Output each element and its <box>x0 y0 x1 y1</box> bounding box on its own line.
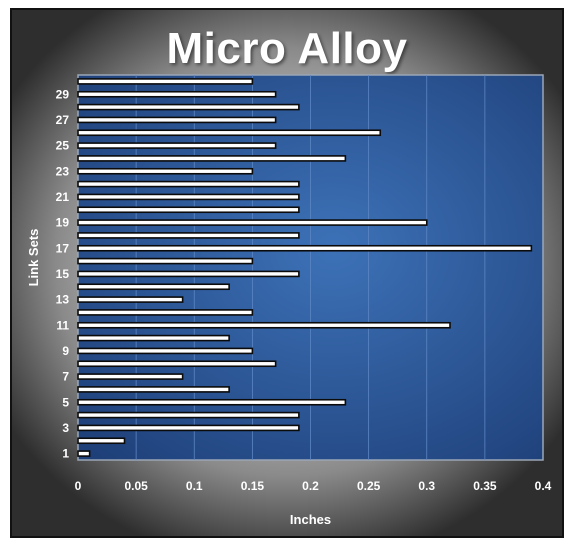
y-tick-label: 21 <box>56 190 70 204</box>
y-tick-label: 15 <box>56 267 70 281</box>
bar-link-set-28 <box>77 103 300 111</box>
y-tick-label: 3 <box>62 421 69 435</box>
bar-link-set-22 <box>77 180 300 188</box>
x-tick-label: 0.4 <box>535 479 552 493</box>
bar-link-set-24 <box>77 155 347 162</box>
bar-link-set-21 <box>77 193 300 201</box>
y-tick-label: 27 <box>56 113 70 127</box>
bar-link-set-15 <box>77 270 300 278</box>
x-tick-label: 0.25 <box>357 479 381 493</box>
bar-link-set-5 <box>77 398 347 406</box>
bar-link-set-1 <box>77 450 91 457</box>
x-tick-label: 0.05 <box>124 479 148 493</box>
y-axis-label: Link Sets <box>26 229 41 287</box>
bar-link-set-9 <box>77 347 254 355</box>
y-tick-label: 13 <box>56 293 70 307</box>
bar-link-set-23 <box>77 167 254 175</box>
bar-link-set-18 <box>77 232 300 239</box>
bar-link-set-4 <box>77 411 300 419</box>
x-tick-label: 0.3 <box>418 479 435 493</box>
x-tick-label: 0 <box>75 479 82 493</box>
bar-link-set-17 <box>77 244 533 252</box>
bar-link-set-11 <box>77 321 451 329</box>
y-tick-label: 17 <box>56 241 70 255</box>
bar-link-set-14 <box>77 283 230 291</box>
gridlines <box>135 75 486 460</box>
bar-link-set-20 <box>77 206 300 214</box>
x-tick-label: 0.35 <box>473 479 497 493</box>
bar-link-set-7 <box>77 373 184 380</box>
y-tick-label: 7 <box>62 370 69 384</box>
bar-link-set-6 <box>77 386 230 393</box>
x-axis-label: Inches <box>290 512 331 527</box>
chart-title: Micro Alloy <box>166 24 408 73</box>
y-tick-label: 1 <box>62 447 69 461</box>
bar-link-set-2 <box>77 437 126 445</box>
x-axis-ticks: 0 0.05 0.1 0.15 0.2 0.25 0.3 0.35 0.4 <box>75 479 552 493</box>
x-tick-label: 0.15 <box>241 479 265 493</box>
bar-link-set-10 <box>77 334 230 342</box>
bar-link-set-29 <box>77 90 277 98</box>
y-tick-label: 11 <box>56 318 69 332</box>
bar-link-set-27 <box>77 116 277 124</box>
x-tick-label: 0.2 <box>302 479 319 493</box>
y-tick-label: 23 <box>56 164 70 178</box>
y-tick-label: 5 <box>62 395 69 409</box>
bar-link-set-12 <box>77 309 254 316</box>
bar-link-set-13 <box>77 296 184 303</box>
x-tick-label: 0.1 <box>186 479 203 493</box>
bar-link-set-19 <box>77 219 428 226</box>
bar-link-set-8 <box>77 360 277 368</box>
bars <box>77 78 533 457</box>
bar-link-set-16 <box>77 257 254 265</box>
y-tick-label: 29 <box>56 87 70 101</box>
y-tick-label: 19 <box>56 216 70 230</box>
bar-link-set-3 <box>77 424 300 432</box>
bar-link-set-30 <box>77 78 254 85</box>
y-tick-label: 9 <box>62 344 69 358</box>
bar-link-set-25 <box>77 142 277 149</box>
y-tick-label: 25 <box>56 139 70 153</box>
bar-link-set-26 <box>77 129 382 137</box>
